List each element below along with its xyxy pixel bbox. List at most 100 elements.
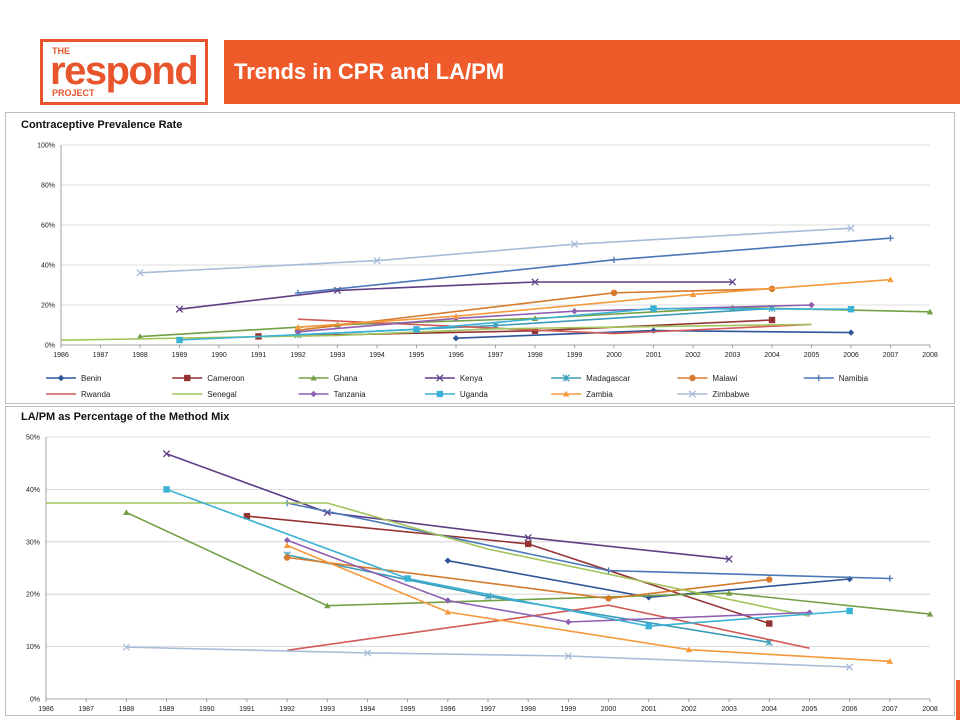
cpr-legend-marker-uganda: [436, 390, 444, 398]
cpr-legend-marker-tanzania: [310, 390, 317, 398]
lapm-series-uganda: [163, 486, 853, 630]
header-bar: Trends in CPR and LA/PM: [224, 40, 960, 104]
cpr-x-tick-label: 1995: [409, 352, 425, 359]
cpr-point-kenya: [175, 305, 184, 313]
lapm-series-zambia: [283, 542, 894, 664]
cpr-point-ghana: [136, 333, 144, 340]
cpr-point-namibia: [887, 235, 894, 242]
cpr-point-uganda: [413, 326, 420, 333]
cpr-series-zimbabwe: [136, 224, 855, 277]
lapm-x-tick-label: 2003: [721, 706, 737, 713]
cpr-legend-label-kenya: Kenya: [460, 374, 483, 383]
cpr-x-tick-label: 1991: [251, 352, 267, 359]
cpr-x-tick-label: 1990: [211, 352, 227, 359]
lapm-series-malawi: [283, 554, 773, 602]
cpr-x-tick-label: 1996: [448, 352, 464, 359]
cpr-legend-label-namibia: Namibia: [839, 374, 869, 383]
lapm-line-uganda: [166, 488, 850, 628]
cpr-point-benin: [650, 327, 657, 334]
lapm-point-benin: [444, 557, 452, 564]
lapm-point-cameroon: [243, 512, 251, 520]
cpr-y-tick-label: 100%: [37, 143, 55, 150]
lapm-chart-title: LA/PM as Percentage of the Method Mix: [21, 411, 230, 423]
lapm-y-tick-label: 50%: [26, 435, 40, 442]
lapm-point-zimbabwe: [845, 663, 854, 671]
lapm-line-rwanda: [286, 604, 810, 652]
lapm-y-tick-label: 30%: [26, 539, 40, 546]
cpr-legend-label-cameroon: Cameroon: [207, 374, 244, 383]
cpr-x-tick-label: 2005: [804, 352, 820, 359]
cpr-x-tick-label: 1986: [53, 352, 69, 359]
lapm-point-kenya: [725, 555, 733, 563]
cpr-y-tick-label: 60%: [41, 223, 55, 230]
cpr-series-namibia: [294, 235, 894, 297]
lapm-y-tick-label: 10%: [26, 644, 40, 651]
lapm-point-tanzania: [806, 609, 813, 616]
cpr-legend: Benin Cameroon Ghana Kenya Madagascar Malawi N…: [46, 374, 869, 399]
cpr-x-tick-label: 1997: [488, 352, 504, 359]
lapm-point-malawi: [283, 554, 291, 561]
logo-main-text: respond: [50, 49, 199, 93]
cpr-point-kenya: [531, 278, 539, 286]
lapm-x-tick-label: 1986: [38, 706, 54, 713]
lapm-x-tick-label: 1988: [119, 706, 135, 713]
lapm-x-tick-label: 1990: [199, 706, 215, 713]
lapm-point-zimbabwe: [564, 652, 573, 660]
cpr-point-ghana: [926, 308, 934, 315]
lapm-point-malawi: [766, 576, 773, 583]
lapm-line-tanzania: [286, 539, 810, 623]
cpr-point-malawi: [610, 289, 618, 296]
page-title: Trends in CPR and LA/PM: [234, 59, 505, 84]
cpr-legend-label-rwanda: Rwanda: [81, 390, 111, 399]
cpr-legend-label-ghana: Ghana: [334, 374, 359, 383]
lapm-y-tick-label: 20%: [26, 592, 40, 599]
cpr-point-benin: [847, 329, 855, 336]
cpr-chart-canvas: 0% 20% 40% 60% 80% 100% 1986 1987 1988 1989 1990 19…: [37, 143, 938, 400]
lapm-series-ghana: [123, 509, 934, 617]
lapm-point-namibia: [605, 567, 612, 574]
cpr-y-tick-label: 0%: [45, 343, 55, 350]
lapm-point-ghana: [926, 610, 934, 617]
lapm-series-kenya: [162, 450, 733, 563]
lapm-point-namibia: [886, 575, 894, 582]
cpr-legend-label-zambia: Zambia: [586, 390, 613, 399]
cpr-line-uganda: [179, 307, 852, 341]
cpr-series-zambia: [294, 276, 894, 330]
cpr-legend-label-benin: Benin: [81, 374, 101, 383]
lapm-line-kenya: [166, 453, 730, 560]
cpr-legend-marker-cameroon: [184, 374, 191, 382]
lapm-y-tick-label: 40%: [26, 487, 40, 494]
cpr-series-rwanda: [297, 318, 812, 335]
cpr-point-zimbabwe: [373, 256, 381, 265]
logo-project-text: PROJECT: [52, 88, 95, 98]
cpr-x-tick-label: 2002: [685, 352, 701, 359]
lapm-x-tick-label: 2007: [882, 706, 898, 713]
lapm-point-zambia: [886, 658, 894, 664]
lapm-point-uganda: [163, 486, 170, 493]
cpr-legend-label-uganda: Uganda: [460, 390, 489, 399]
lapm-series-senegal: [46, 502, 810, 617]
lapm-point-uganda: [404, 575, 411, 582]
cpr-x-tick-label: 1988: [132, 352, 148, 359]
cpr-legend-label-malawi: Malawi: [712, 374, 737, 383]
lapm-chart-canvas: 0% 10% 20% 30% 40% 50% 1986 1987 1988 1989 1990 199…: [26, 435, 938, 714]
lapm-line-benin: [447, 559, 850, 599]
cpr-legend-marker-benin: [57, 374, 65, 382]
lapm-series-rwanda: [286, 604, 810, 652]
cpr-x-tick-label: 1993: [330, 352, 346, 359]
cpr-point-uganda: [176, 336, 183, 344]
cpr-legend-marker-madagascar: [562, 374, 570, 382]
cpr-legend-label-tanzania: Tanzania: [334, 390, 367, 399]
cpr-x-tick-label: 2006: [843, 352, 859, 359]
cpr-legend-label-zimbabwe: Zimbabwe: [712, 390, 749, 399]
cpr-series-kenya: [175, 278, 737, 313]
cpr-point-benin: [452, 335, 460, 342]
cpr-x-tick-label: 2004: [764, 352, 780, 359]
lapm-point-ghana: [324, 602, 331, 609]
cpr-legend-marker-kenya: [436, 374, 444, 382]
cpr-x-tick-label: 2003: [725, 352, 741, 359]
lapm-x-tick-label: 2008: [922, 706, 938, 713]
cpr-legend-marker-zimbabwe: [688, 390, 697, 398]
cpr-chart: Contraceptive Prevalence Rate 0% 20% 40% 60…: [5, 112, 955, 404]
lapm-line-zimbabwe: [126, 646, 850, 668]
